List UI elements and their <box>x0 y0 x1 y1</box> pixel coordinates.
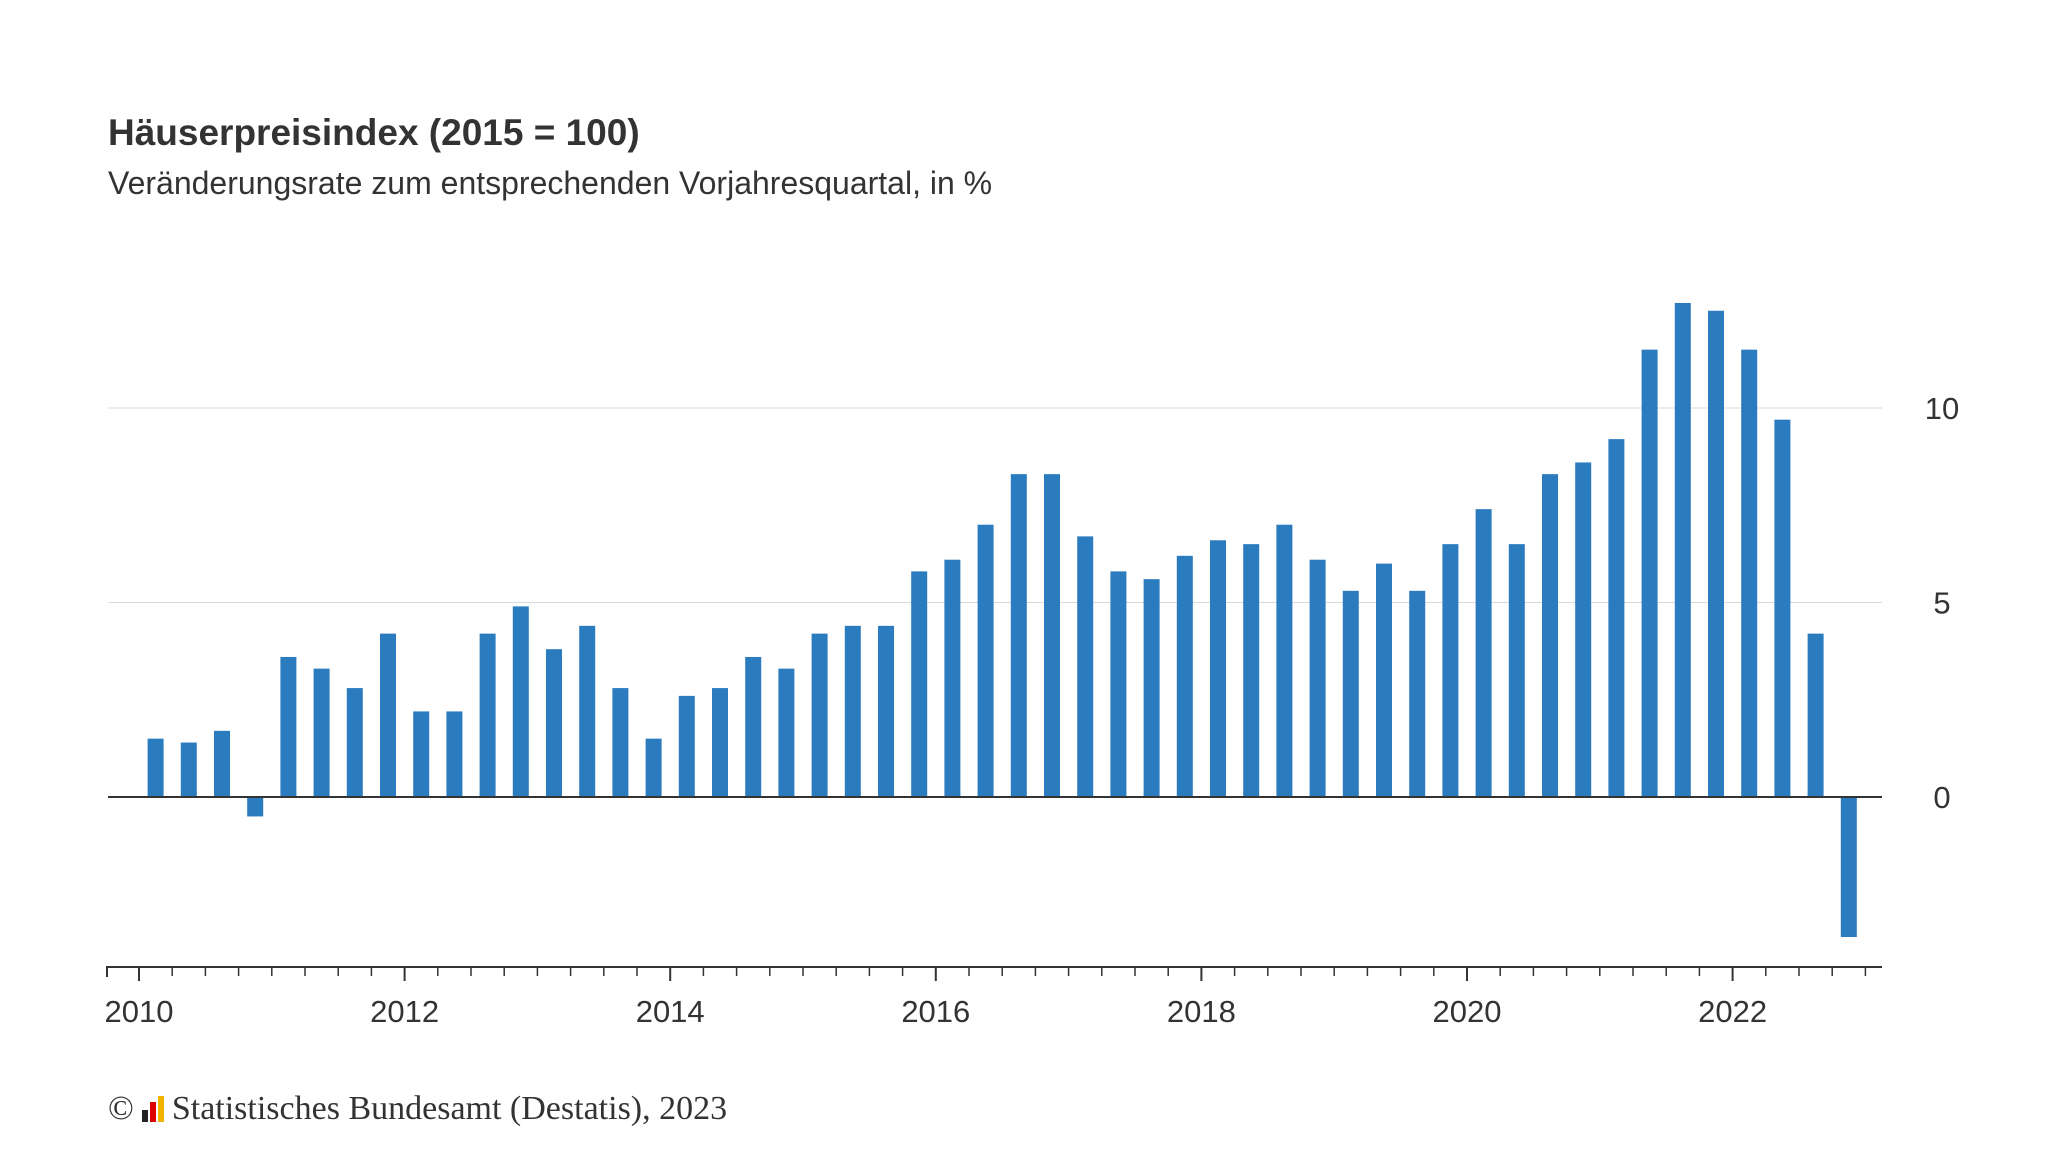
x-tick-label: 2020 <box>1433 994 1502 1029</box>
bar <box>977 524 994 797</box>
bar <box>1708 310 1724 797</box>
bar <box>579 625 596 797</box>
x-tick-label: 2018 <box>1167 994 1236 1029</box>
bar <box>1442 544 1459 797</box>
x-tick-label: 2022 <box>1698 994 1767 1029</box>
bar <box>1044 474 1060 797</box>
bar <box>413 711 430 797</box>
bar <box>1575 462 1592 797</box>
bar <box>1840 797 1857 938</box>
bar <box>712 688 728 797</box>
bar <box>1741 349 1758 797</box>
bar <box>1475 509 1492 797</box>
bar <box>1143 579 1160 797</box>
destatis-logo-icon <box>141 1096 164 1122</box>
bar <box>1176 555 1193 797</box>
bar <box>1409 590 1426 797</box>
bar <box>844 625 861 797</box>
bar <box>512 606 529 797</box>
bar <box>1376 563 1392 797</box>
source-text: Statistisches Bundesamt (Destatis), 2023 <box>171 1090 728 1127</box>
bar <box>944 559 961 797</box>
bar <box>380 633 396 797</box>
bar <box>446 711 463 797</box>
bar <box>214 730 230 797</box>
bar <box>1010 474 1027 797</box>
bar <box>147 738 164 797</box>
y-tick-label: 10 <box>1925 391 1959 426</box>
source-footer: © Statistisches Bundesamt (Destatis), 20… <box>108 1090 727 1128</box>
bar <box>1674 302 1691 797</box>
copyright-symbol: © <box>108 1090 134 1127</box>
y-tick-label: 5 <box>1933 586 1950 621</box>
bar <box>1342 590 1359 797</box>
bar <box>745 656 762 797</box>
bar <box>645 738 662 797</box>
chart-subtitle: Veränderungsrate zum entsprechenden Vorj… <box>108 165 993 201</box>
bar <box>678 695 695 797</box>
bar <box>811 633 828 797</box>
bar <box>546 649 562 797</box>
bar <box>280 656 297 797</box>
bar <box>1077 536 1094 797</box>
bar <box>878 625 894 797</box>
bar <box>911 571 928 797</box>
bar <box>180 742 197 797</box>
bar <box>1774 419 1791 797</box>
bar <box>1508 544 1525 797</box>
bar <box>1641 349 1658 797</box>
bar <box>1210 540 1226 797</box>
bar <box>1110 571 1127 797</box>
bar <box>479 633 496 797</box>
bar <box>612 688 629 797</box>
x-tick-label: 2010 <box>105 994 174 1029</box>
y-tick-label: 0 <box>1933 780 1950 815</box>
bar <box>1309 559 1326 797</box>
bar <box>1243 544 1260 797</box>
x-tick-label: 2012 <box>370 994 439 1029</box>
bar <box>313 668 330 797</box>
chart-title: Häuserpreisindex (2015 = 100) <box>108 112 640 153</box>
bar <box>346 688 363 797</box>
bar <box>1542 474 1558 797</box>
bar <box>1608 439 1625 797</box>
x-tick-label: 2014 <box>636 994 705 1029</box>
x-tick-label: 2016 <box>901 994 970 1029</box>
bar <box>1807 633 1824 797</box>
bar <box>778 668 795 797</box>
bar <box>1276 524 1293 797</box>
bar <box>247 797 264 817</box>
bar-chart: 0 5 10 2010 2012 2014 2016 2018 2020 2022 <box>105 302 1959 1029</box>
